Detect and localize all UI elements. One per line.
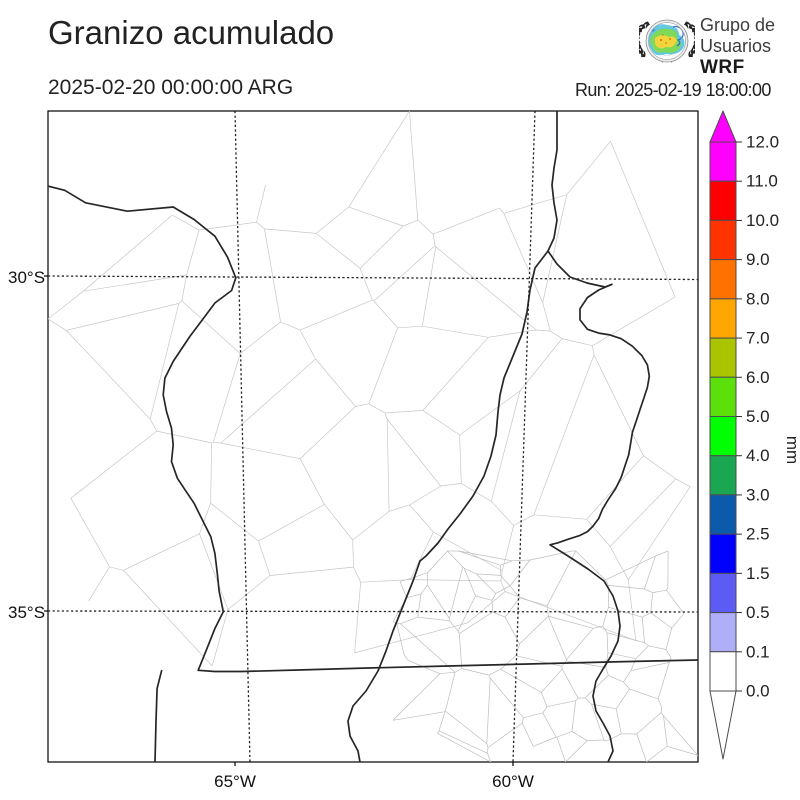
- svg-text:5.0: 5.0: [746, 407, 770, 426]
- svg-text:4.0: 4.0: [746, 446, 770, 465]
- svg-text:3.0: 3.0: [746, 485, 770, 504]
- svg-text:11.0: 11.0: [746, 172, 778, 191]
- svg-text:2.5: 2.5: [746, 525, 770, 544]
- svg-text:0.1: 0.1: [746, 642, 770, 661]
- svg-text:1.5: 1.5: [746, 564, 770, 583]
- svg-text:6.0: 6.0: [746, 368, 770, 387]
- svg-text:0.0: 0.0: [746, 682, 770, 701]
- svg-text:7.0: 7.0: [746, 329, 770, 348]
- svg-text:9.0: 9.0: [746, 250, 770, 269]
- svg-text:10.0: 10.0: [746, 211, 779, 230]
- svg-text:12.0: 12.0: [746, 133, 779, 152]
- svg-text:0.5: 0.5: [746, 603, 770, 622]
- svg-text:8.0: 8.0: [746, 289, 770, 308]
- svg-text:mm: mm: [783, 436, 800, 464]
